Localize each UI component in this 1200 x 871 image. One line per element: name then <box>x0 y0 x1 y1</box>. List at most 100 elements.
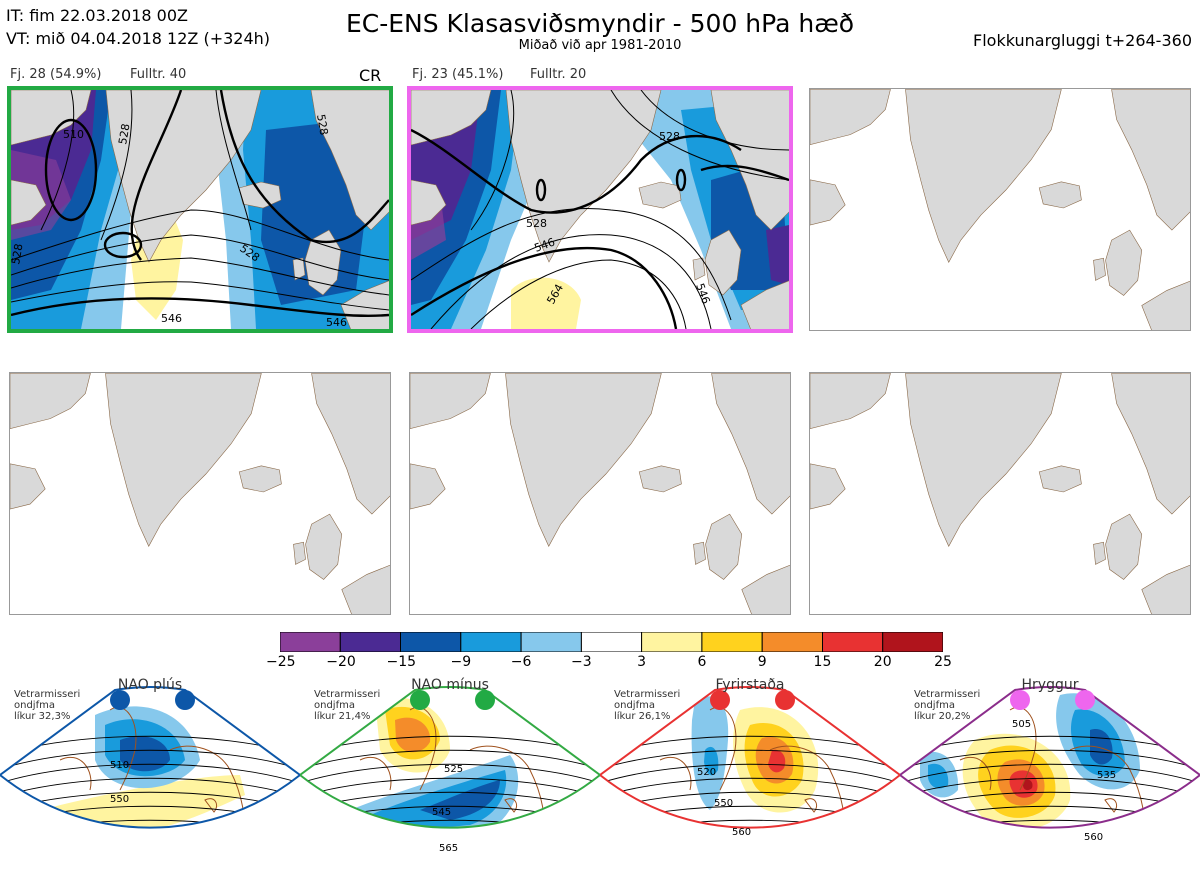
contour-label: 528 <box>659 130 680 143</box>
height-contour <box>600 848 900 867</box>
cluster-panel-5 <box>409 372 791 615</box>
regime-info-line: líkur 21,4% <box>314 711 371 722</box>
colorbar-tick-label: −6 <box>510 654 532 670</box>
height-contour <box>0 848 300 867</box>
colorbar-tick-label: 9 <box>757 654 767 670</box>
height-contour <box>300 749 600 770</box>
height-contour <box>600 777 900 798</box>
height-contour <box>0 819 300 828</box>
colorbar-swatch <box>822 631 884 653</box>
page-subtitle: Miðað við apr 1981-2010 <box>518 38 682 53</box>
height-contour <box>900 763 1200 784</box>
colorbar <box>279 631 944 653</box>
classification-window: Flokkunargluggi t+264-360 <box>973 31 1192 50</box>
regime-info-line: líkur 26,1% <box>614 711 671 722</box>
height-contour <box>900 749 1200 770</box>
sector-border <box>900 686 1200 829</box>
panel2-count: Fj. 23 (45.1%) <box>412 67 504 82</box>
contour-label: 550 <box>110 794 130 805</box>
colorbar-swatch <box>339 631 402 653</box>
contour-label: 560 <box>732 827 752 838</box>
anomaly-shading <box>704 746 719 776</box>
height-contour <box>600 819 900 828</box>
height-contour <box>900 819 1200 828</box>
height-contour <box>900 834 1200 853</box>
height-contour <box>0 777 300 798</box>
regime-info-line: ondjfma <box>914 700 955 711</box>
regime-info-line: ondjfma <box>14 700 55 711</box>
colorbar-tick-label: −3 <box>571 654 592 670</box>
height-contour <box>0 834 300 853</box>
colorbar-swatch <box>882 631 944 653</box>
cluster-panel-4 <box>9 372 391 615</box>
cluster-panel-6 <box>809 372 1191 615</box>
valid-time: VT: mið 04.04.2018 12Z (+324h) <box>6 29 271 48</box>
height-contour <box>300 735 600 756</box>
height-contour <box>900 777 1200 798</box>
contour-label: 525 <box>444 764 464 775</box>
contour-label: 528 <box>314 113 330 136</box>
regime-marker <box>110 690 130 710</box>
contour-label: 528 <box>526 217 547 230</box>
regime-info-line: líkur 32,3% <box>14 711 71 722</box>
regime-info: Vetrarmisseri ondjfma líkur 26,1% <box>614 689 680 722</box>
regime-name: NAO mínus <box>411 677 489 693</box>
height-contour <box>300 819 600 828</box>
colorbar-swatch <box>761 631 824 653</box>
colorbar-tick-label: 3 <box>637 654 647 670</box>
contour-label: 520 <box>697 767 717 778</box>
regime-marker <box>710 690 730 710</box>
regime-info-line: Vetrarmisseri <box>914 689 981 700</box>
height-contour <box>600 749 900 770</box>
height-contour <box>900 848 1200 867</box>
panel1-count: Fj. 28 (54.9%) <box>10 67 102 82</box>
regime-name: NAO plús <box>117 677 183 693</box>
colorbar-swatch <box>279 631 341 653</box>
regime-panel: Hryggur Vetrarmisseri ondjfma líkur 20,2% 50… <box>900 677 1200 871</box>
colorbar-swatch <box>641 631 703 653</box>
regime-marker <box>775 690 795 710</box>
regime-info: Vetrarmisseri ondjfma líkur 21,4% <box>314 689 380 722</box>
colorbar-tick-label: 20 <box>873 654 892 670</box>
anomaly-shading <box>1023 779 1033 791</box>
colorbar-tick-label: 6 <box>697 654 707 670</box>
anomaly-shading <box>420 780 500 820</box>
anomaly-shading <box>928 763 949 789</box>
sector-border <box>0 686 300 829</box>
regime-name: Fyrirstaða <box>715 677 785 693</box>
panel2-rep: Fulltr. 20 <box>530 67 587 82</box>
colorbar-tick-label: −9 <box>450 654 472 670</box>
colorbar-tick-label: 15 <box>813 654 832 670</box>
height-contour <box>600 763 900 784</box>
colorbar-swatch <box>580 631 643 653</box>
colorbar-tick-label: −20 <box>326 654 356 670</box>
contour-label: 505 <box>1012 719 1032 730</box>
colorbar-swatch <box>701 631 763 653</box>
regime-panel: NAO plús Vetrarmisseri ondjfma líkur 32,3% 5… <box>0 677 300 871</box>
anomaly-shading <box>395 717 431 753</box>
regime-info-line: líkur 20,2% <box>914 711 971 722</box>
sector-border <box>600 686 900 829</box>
regime-marker <box>1010 690 1030 710</box>
sector-border <box>300 686 600 829</box>
regime-marker <box>175 690 195 710</box>
contour-label: 550 <box>714 798 734 809</box>
regime-info-line: ondjfma <box>614 700 655 711</box>
contour-label: 546 <box>326 316 347 329</box>
cluster-panel-1: 510 528 546 528 546 528 528 <box>7 86 393 333</box>
height-contour <box>300 763 600 784</box>
contour-label: 510 <box>110 760 130 771</box>
regime-panel: NAO mínus Vetrarmisseri ondjfma líkur 21,4%… <box>300 677 600 871</box>
height-contour <box>0 749 300 770</box>
regime-info-line: Vetrarmisseri <box>614 689 681 700</box>
regime-panel: Fyrirstaða Vetrarmisseri ondjfma líkur 26,1… <box>600 677 900 871</box>
regime-info-line: ondjfma <box>314 700 355 711</box>
contour-label: 545 <box>432 807 452 818</box>
colorbar-swatch <box>400 631 462 653</box>
colorbar-swatch <box>460 631 522 653</box>
init-time: IT: fim 22.03.2018 00Z <box>6 6 188 25</box>
panel1-rep: Fulltr. 40 <box>130 67 187 82</box>
height-contour <box>0 763 300 784</box>
regime-marker <box>475 690 495 710</box>
height-contour <box>300 777 600 798</box>
